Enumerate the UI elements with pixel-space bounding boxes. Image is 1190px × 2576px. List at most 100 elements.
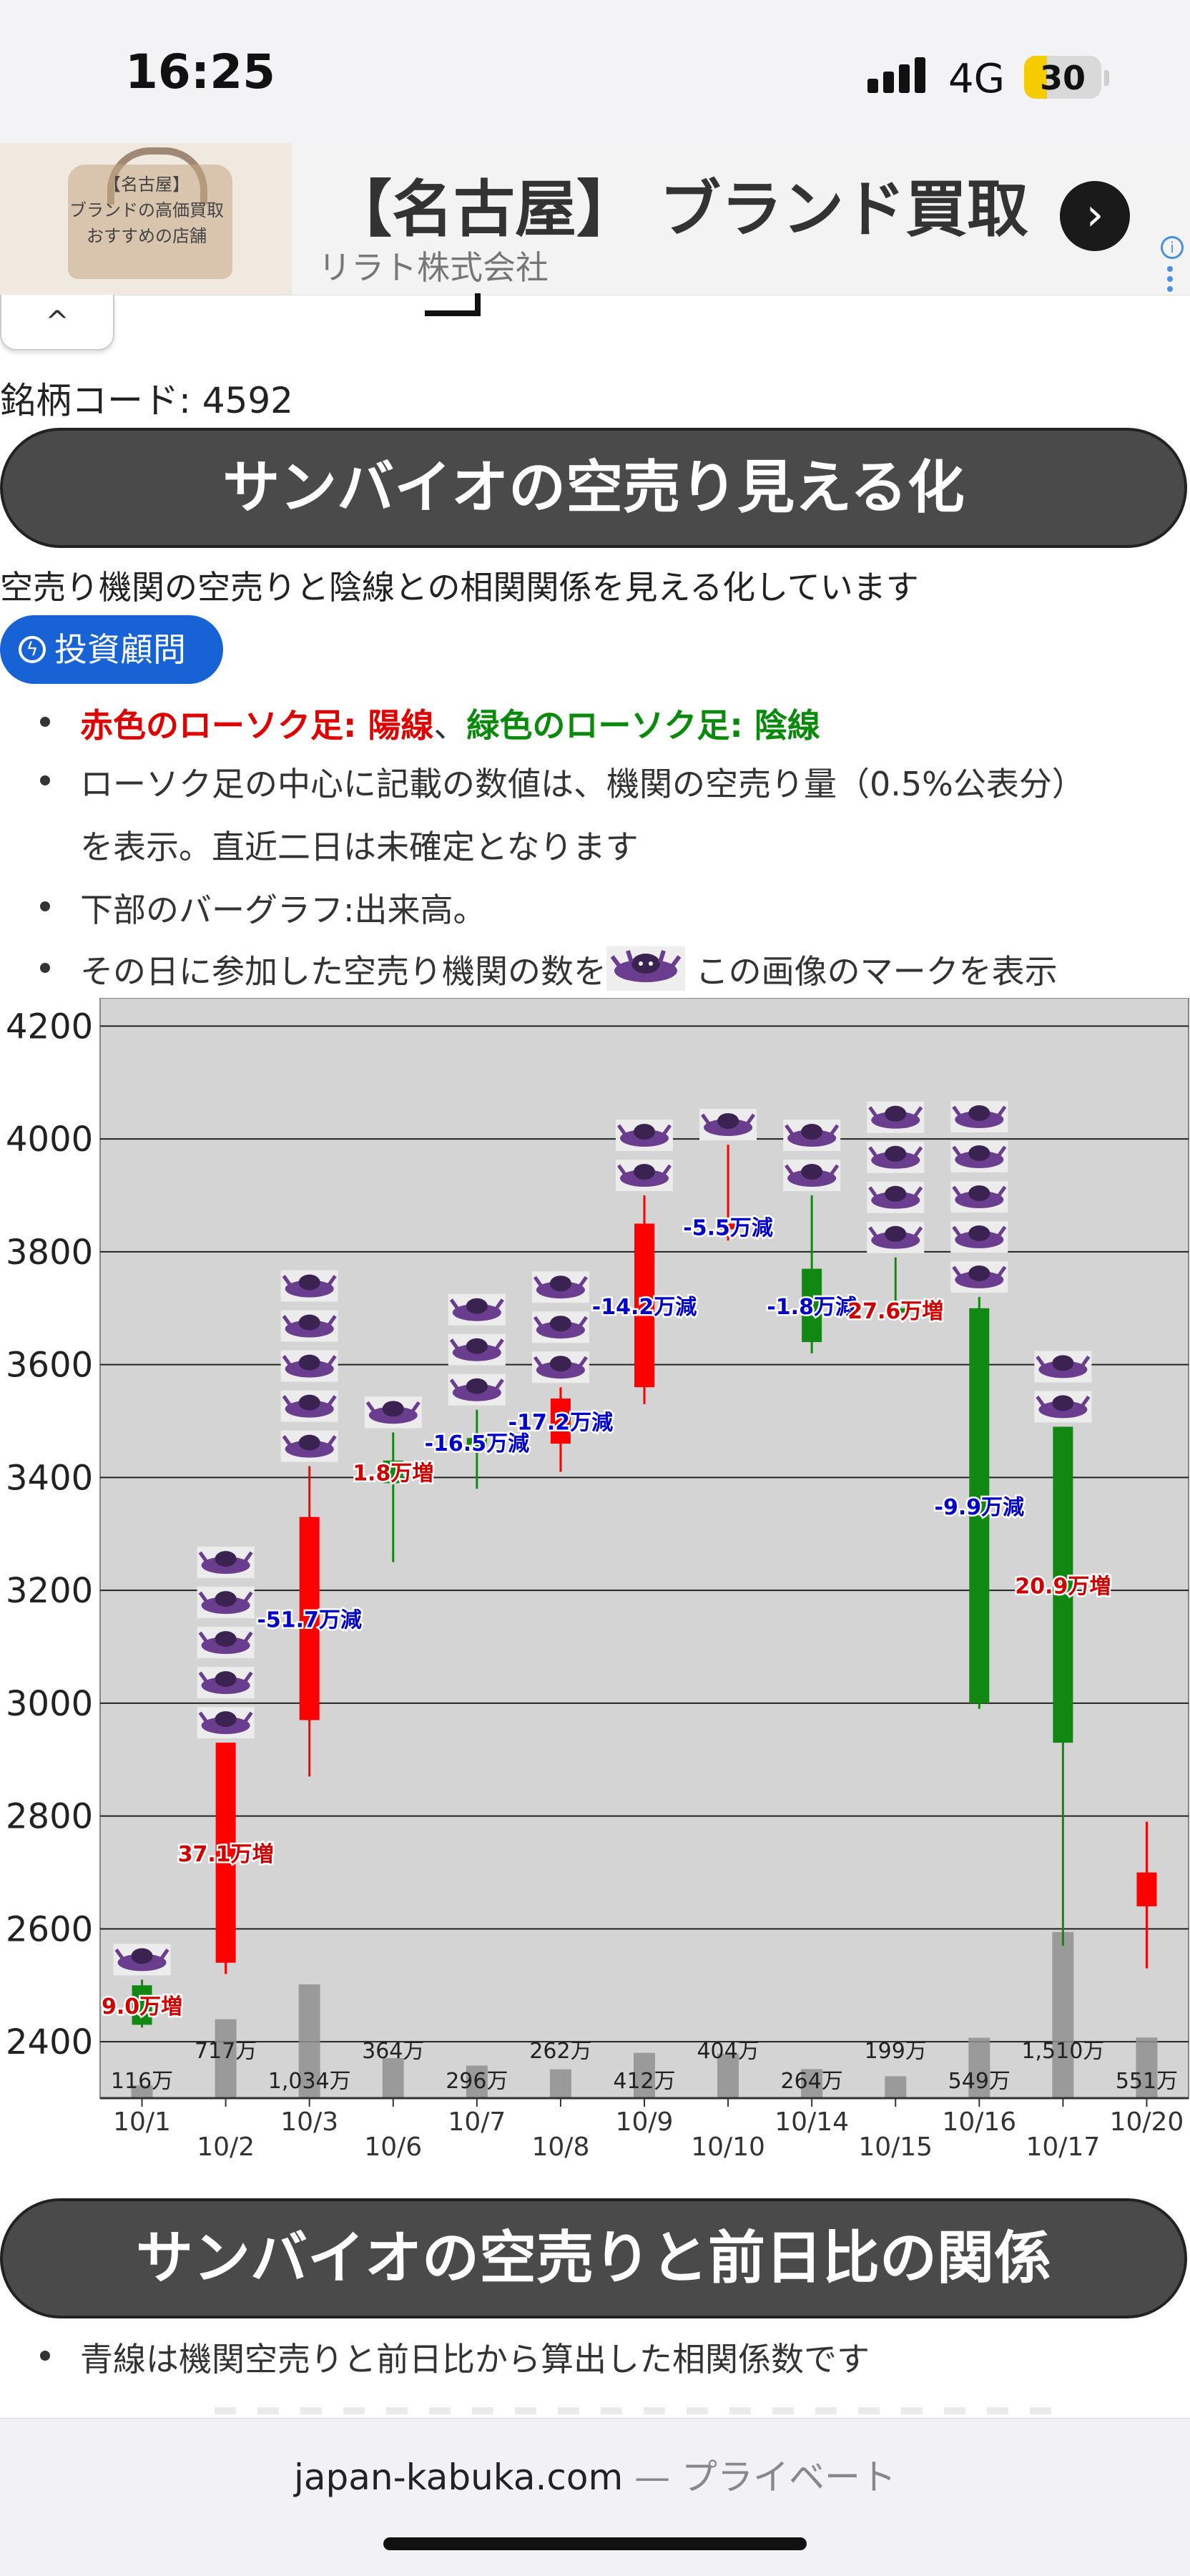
institution-mark	[280, 1390, 338, 1422]
institution-mark	[197, 1707, 255, 1739]
short-volume-label: -1.8万減	[767, 1295, 857, 1320]
institution-mark	[448, 1293, 506, 1326]
x-tick-label: 10/6	[364, 2132, 422, 2162]
short-volume-label: 1.8万増	[353, 1461, 433, 1487]
short-selling-candlestick-chart: 2400 2600 2800 3000 3200 3400 3600 3800 4000 4200…	[6, 998, 1189, 2162]
institution-mark	[280, 1350, 338, 1382]
institution-mark	[616, 1120, 673, 1152]
volume-bar	[549, 2069, 571, 2098]
section2-title: サンバイオの空売りと前日比の関係	[0, 2198, 1187, 2318]
volume-label: 364万	[362, 2039, 424, 2064]
x-tick-label: 10/2	[197, 2132, 255, 2162]
short-volume-label: 20.9万増	[1015, 1574, 1111, 1599]
institution-mark	[783, 1120, 841, 1152]
institution-mark	[531, 1271, 589, 1303]
x-tick-label: 10/8	[532, 2132, 590, 2162]
y-tick-label: 2800	[6, 1797, 93, 1837]
short-volume-label: -14.2万減	[592, 1295, 697, 1320]
volume-label: 262万	[529, 2039, 591, 2064]
section1-title: サンバイオの空売り見える化	[0, 428, 1187, 548]
list-item: その日に参加した空売り機関の数を この画像のマークを表示	[40, 946, 1058, 996]
institution-mark	[531, 1351, 589, 1384]
institution-mark	[950, 1101, 1008, 1133]
collapse-ad-button[interactable]: ^	[0, 295, 114, 351]
institution-mark	[280, 1430, 338, 1462]
volume-label: 1,034万	[268, 2069, 351, 2094]
x-tick-label: 10/9	[616, 2107, 674, 2137]
candle-body	[299, 1517, 320, 1720]
short-volume-label: 37.1万増	[178, 1842, 274, 1867]
ad-thumb-line: おすすめの店舗	[87, 226, 207, 246]
candle-body	[1053, 1426, 1073, 1743]
y-tick-label: 3600	[6, 1346, 93, 1386]
status-time: 16:25	[125, 44, 276, 99]
institution-mark	[867, 1221, 925, 1253]
ad-thumbnail[interactable]: 【名古屋】 ブランドの高価買取 おすすめの店舗	[0, 143, 292, 295]
battery-level	[1024, 56, 1048, 99]
volume-bar	[801, 2069, 823, 2098]
y-tick-label: 4200	[6, 1007, 93, 1047]
short-volume-label: -51.7万減	[257, 1608, 361, 1633]
short-volume-label: -16.5万減	[425, 1431, 529, 1456]
candle-body	[1136, 1872, 1157, 1906]
ad-info-icon[interactable]: i	[1161, 236, 1184, 259]
institution-mark	[950, 1261, 1008, 1293]
ad-thumb-line: 【名古屋】	[104, 175, 190, 195]
home-indicator[interactable]	[383, 2537, 807, 2550]
investment-advisor-button[interactable]: ϟ 投資顧問	[0, 615, 223, 684]
lightning-icon: ϟ	[19, 635, 46, 663]
x-tick-label: 10/14	[775, 2107, 849, 2137]
y-tick-label: 3000	[6, 1684, 93, 1724]
volume-label: 264万	[781, 2069, 843, 2094]
volume-bar	[215, 2019, 237, 2098]
institution-mark	[531, 1311, 589, 1343]
ad-advertiser[interactable]: リラト株式会社	[318, 248, 549, 287]
institution-mark	[867, 1141, 925, 1173]
short-volume-label: 27.6万増	[847, 1299, 943, 1324]
y-tick-label: 4000	[6, 1120, 93, 1160]
volume-bar	[885, 2076, 907, 2098]
institution-mark	[950, 1181, 1008, 1213]
candle-body	[550, 1398, 571, 1444]
x-tick-label: 10/3	[280, 2107, 338, 2137]
volume-bar	[1136, 2037, 1158, 2098]
volume-label: 404万	[697, 2039, 759, 2064]
ad-arrow-button[interactable]: ›	[1060, 181, 1130, 251]
url-bar[interactable]: japan-kabuka.com — プライベート	[0, 2449, 1190, 2500]
legend-separator: 、	[433, 706, 467, 745]
status-bar: 16:25 4G 30	[0, 0, 1190, 143]
list-item: ローソク足の中心に記載の数値は、機関の空売り量（0.5%公表分）	[40, 758, 1085, 805]
institution-mark	[448, 1373, 506, 1406]
network-type: 4G	[948, 56, 1005, 102]
volume-label: 549万	[948, 2069, 1010, 2094]
x-tick-label: 10/10	[691, 2132, 765, 2162]
volume-bar	[634, 2052, 655, 2098]
institution-mark	[280, 1310, 338, 1342]
volume-label: 296万	[446, 2069, 508, 2094]
ad-title[interactable]: 【名古屋】 ブランド買取	[330, 174, 1028, 245]
advisor-button-label: 投資顧問	[54, 630, 186, 669]
institution-mark	[197, 1667, 255, 1699]
y-tick-label: 3200	[6, 1571, 93, 1611]
ad-thumbnail-text: 【名古屋】 ブランドの高価買取 おすすめの店舗	[21, 172, 272, 249]
institution-mark	[448, 1333, 506, 1366]
ad-banner[interactable]: 【名古屋】 ブランドの高価買取 おすすめの店舗 【名古屋】 ブランド買取 リラト…	[0, 143, 1190, 295]
y-tick-label: 3800	[6, 1233, 93, 1273]
institution-mark	[699, 1109, 757, 1141]
x-tick-label: 10/17	[1026, 2132, 1101, 2162]
volume-label: 199万	[865, 2039, 927, 2064]
volume-label: 1,510万	[1021, 2039, 1104, 2064]
candle-body	[802, 1268, 822, 1343]
institution-mark	[113, 1944, 171, 1976]
candle-body	[383, 1460, 403, 1484]
x-tick-label: 10/16	[942, 2107, 1016, 2137]
candle-body	[885, 1308, 906, 1313]
x-tick-label: 10/7	[448, 2107, 506, 2137]
ad-options-icon[interactable]	[1167, 266, 1173, 296]
institution-mark-icon	[606, 946, 685, 991]
cutoff-text	[215, 2407, 1073, 2414]
volume-label: 116万	[111, 2069, 173, 2094]
candle-body	[132, 1985, 152, 2025]
browser-bottom-bar: japan-kabuka.com — プライベート	[0, 2418, 1190, 2576]
partial-content-edge	[425, 293, 481, 316]
